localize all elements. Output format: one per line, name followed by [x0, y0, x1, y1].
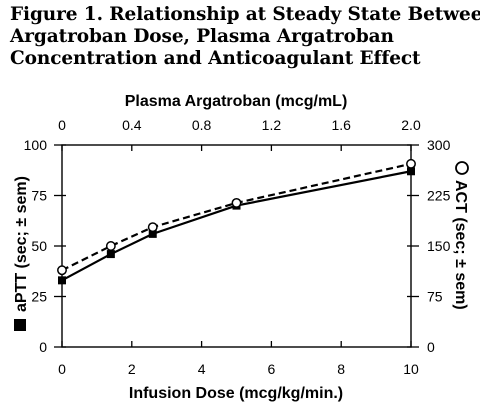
chart-title-line-2: Argatroban Dose, Plasma Argatroban [10, 26, 394, 47]
y-right-tick-label: 150 [427, 238, 451, 254]
x-tick-label: 10 [403, 361, 419, 377]
data-point-aptt [106, 250, 115, 259]
y-right-tick-label: 300 [427, 137, 451, 153]
x-top-axis-label: Plasma Argatroban (mcg/mL) [125, 93, 348, 110]
x-top-tick-label: 0.8 [192, 117, 212, 133]
x-tick-label: 2 [128, 361, 136, 377]
y-left-tick-label: 0 [39, 339, 47, 355]
x-top-tick-label: 0.4 [122, 117, 142, 133]
apttt-legend-square-icon [14, 319, 26, 331]
data-point-act [147, 222, 158, 233]
series-line-aptt [61, 170, 412, 282]
y-left-tick-label: 100 [24, 137, 48, 153]
data-point-aptt [58, 276, 66, 285]
chart-title-line-3: Concentration and Anticoagulant Effect [10, 48, 421, 69]
x-tick-label: 0 [58, 361, 66, 377]
y-left-tick-label: 25 [31, 289, 47, 305]
x-tick-label: 4 [198, 361, 206, 377]
x-top-tick-label: 0 [58, 117, 66, 133]
y-right-tick-label: 75 [427, 289, 443, 305]
data-point-aptt [407, 167, 415, 176]
y-right-tick-label: 225 [427, 188, 451, 204]
y-right-axis-label: ACT (sec; ± sem) [452, 180, 469, 310]
x-top-tick-label: 1.2 [262, 117, 282, 133]
x-tick-label: 8 [337, 361, 345, 377]
act-legend-circle-icon [455, 161, 469, 175]
data-point-act [105, 241, 116, 251]
data-point-act [57, 265, 67, 276]
y-right-tick-label: 0 [427, 339, 435, 355]
data-point-act [231, 197, 242, 208]
x-axis-label: Infusion Dose (mcg/kg/min.) [129, 385, 343, 402]
data-point-act [406, 158, 416, 169]
y-left-tick-label: 50 [31, 238, 47, 254]
y-left-axis-label: aPTT (sec; ± sem) [13, 176, 30, 312]
x-top-tick-label: 1.6 [331, 117, 351, 133]
y-left-tick-label: 75 [31, 188, 47, 204]
x-top-tick-label: 2.0 [401, 117, 421, 133]
data-point-aptt [148, 229, 157, 238]
x-tick-label: 6 [268, 361, 276, 377]
chart-title-line-1: Figure 1. Relationship at Steady State B… [10, 4, 480, 25]
